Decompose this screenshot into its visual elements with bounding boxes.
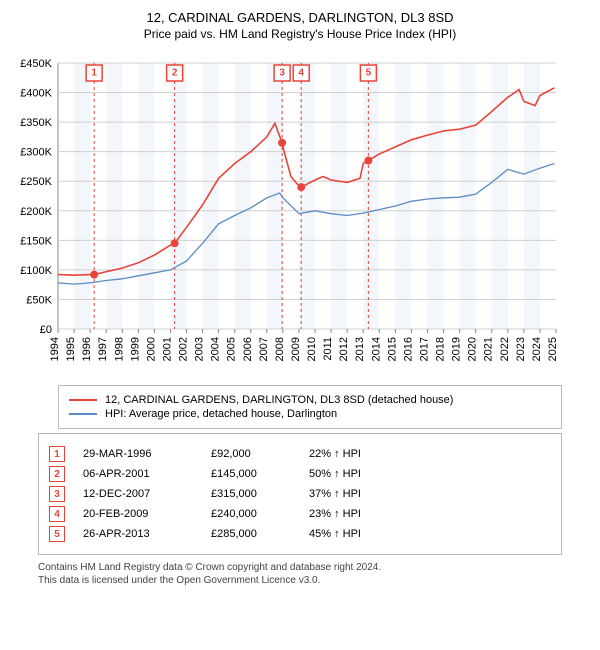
svg-text:2013: 2013 — [354, 337, 366, 361]
chart-title: 12, CARDINAL GARDENS, DARLINGTON, DL3 8S… — [8, 10, 592, 25]
sale-date: 26-APR-2013 — [83, 528, 193, 540]
svg-text:£400K: £400K — [20, 88, 52, 100]
svg-text:2007: 2007 — [258, 337, 270, 361]
svg-text:2020: 2020 — [467, 337, 479, 361]
chart-area: £0 £50K £100K £150K £200K £250K £300K £350K £400… — [8, 49, 592, 379]
sale-date: 29-MAR-1996 — [83, 448, 193, 460]
svg-text:£150K: £150K — [20, 235, 52, 247]
svg-text:£300K: £300K — [20, 147, 52, 159]
legend-label: HPI: Average price, detached house, Darl… — [105, 408, 337, 420]
sale-pct: 23% ↑ HPI — [309, 508, 419, 520]
svg-text:2: 2 — [172, 68, 178, 79]
legend-swatch — [69, 399, 97, 401]
footer-line-1: Contains HM Land Registry data © Crown c… — [38, 561, 562, 574]
svg-text:1995: 1995 — [65, 337, 77, 361]
sale-row: 2 06-APR-2001 £145,000 50% ↑ HPI — [49, 466, 551, 482]
price-chart: £0 £50K £100K £150K £200K £250K £300K £350K £400… — [8, 49, 568, 379]
svg-text:2002: 2002 — [178, 337, 190, 361]
sale-row: 3 12-DEC-2007 £315,000 37% ↑ HPI — [49, 486, 551, 502]
svg-text:1994: 1994 — [49, 337, 61, 361]
svg-text:2006: 2006 — [242, 337, 254, 361]
svg-text:5: 5 — [366, 68, 372, 79]
svg-text:2025: 2025 — [547, 337, 559, 361]
footer-copyright: Contains HM Land Registry data © Crown c… — [38, 561, 562, 587]
sale-badge: 4 — [49, 506, 65, 522]
svg-text:2019: 2019 — [451, 337, 463, 361]
svg-text:2022: 2022 — [499, 337, 511, 361]
svg-text:2009: 2009 — [290, 337, 302, 361]
svg-text:£350K: £350K — [20, 117, 52, 129]
sale-price: £285,000 — [211, 528, 291, 540]
svg-text:3: 3 — [279, 68, 285, 79]
sale-badge: 3 — [49, 486, 65, 502]
svg-text:1997: 1997 — [97, 337, 109, 361]
sale-date: 12-DEC-2007 — [83, 488, 193, 500]
chart-subtitle: Price paid vs. HM Land Registry's House … — [8, 27, 592, 41]
sale-price: £240,000 — [211, 508, 291, 520]
svg-text:2010: 2010 — [306, 337, 318, 361]
svg-text:2012: 2012 — [338, 337, 350, 361]
sale-price: £145,000 — [211, 468, 291, 480]
svg-text:2001: 2001 — [161, 337, 173, 361]
svg-text:£50K: £50K — [26, 294, 52, 306]
svg-text:2000: 2000 — [145, 337, 157, 361]
svg-text:2003: 2003 — [194, 337, 206, 361]
sale-badge: 5 — [49, 526, 65, 542]
footer-line-2: This data is licensed under the Open Gov… — [38, 574, 562, 587]
legend-label: 12, CARDINAL GARDENS, DARLINGTON, DL3 8S… — [105, 394, 453, 406]
svg-text:1999: 1999 — [129, 337, 141, 361]
sale-pct: 45% ↑ HPI — [309, 528, 419, 540]
sale-price: £315,000 — [211, 488, 291, 500]
svg-text:1998: 1998 — [113, 337, 125, 361]
svg-text:2004: 2004 — [210, 337, 222, 361]
svg-text:£250K: £250K — [20, 176, 52, 188]
svg-text:1: 1 — [91, 68, 97, 79]
svg-text:2008: 2008 — [274, 337, 286, 361]
svg-text:2016: 2016 — [402, 337, 414, 361]
svg-text:2024: 2024 — [531, 337, 543, 361]
svg-text:2011: 2011 — [322, 337, 334, 361]
svg-text:2017: 2017 — [418, 337, 430, 361]
sale-price: £92,000 — [211, 448, 291, 460]
svg-text:4: 4 — [298, 68, 304, 79]
sales-table: 1 29-MAR-1996 £92,000 22% ↑ HPI 2 06-APR-2001… — [38, 433, 562, 555]
svg-text:£200K: £200K — [20, 206, 52, 218]
sale-badge: 1 — [49, 446, 65, 462]
legend-item: HPI: Average price, detached house, Darl… — [69, 408, 551, 420]
sale-row: 4 20-FEB-2009 £240,000 23% ↑ HPI — [49, 506, 551, 522]
sale-row: 1 29-MAR-1996 £92,000 22% ↑ HPI — [49, 446, 551, 462]
svg-text:2015: 2015 — [386, 337, 398, 361]
legend: 12, CARDINAL GARDENS, DARLINGTON, DL3 8S… — [58, 385, 562, 429]
svg-text:2023: 2023 — [515, 337, 527, 361]
svg-text:2018: 2018 — [435, 337, 447, 361]
svg-text:1996: 1996 — [81, 337, 93, 361]
svg-text:2021: 2021 — [483, 337, 495, 361]
sale-date: 20-FEB-2009 — [83, 508, 193, 520]
sale-badge: 2 — [49, 466, 65, 482]
svg-text:2005: 2005 — [226, 337, 238, 361]
sale-pct: 22% ↑ HPI — [309, 448, 419, 460]
svg-text:£0: £0 — [40, 324, 52, 336]
sale-pct: 50% ↑ HPI — [309, 468, 419, 480]
svg-text:£100K: £100K — [20, 265, 52, 277]
svg-text:£450K: £450K — [20, 58, 52, 70]
legend-swatch — [69, 413, 97, 415]
legend-item: 12, CARDINAL GARDENS, DARLINGTON, DL3 8S… — [69, 394, 551, 406]
sale-row: 5 26-APR-2013 £285,000 45% ↑ HPI — [49, 526, 551, 542]
svg-text:2014: 2014 — [370, 337, 382, 361]
sale-pct: 37% ↑ HPI — [309, 488, 419, 500]
sale-date: 06-APR-2001 — [83, 468, 193, 480]
